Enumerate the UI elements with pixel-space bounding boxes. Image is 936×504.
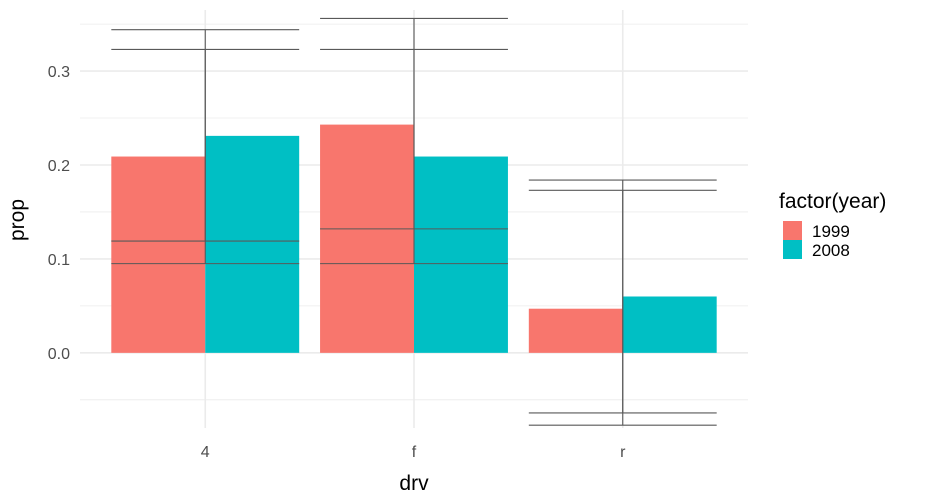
bar-2008-r: [622, 296, 717, 353]
y-tick-label-1: 0.1: [48, 252, 70, 269]
legend: factor(year) 1999 2008: [779, 190, 886, 260]
bar-2008-4: [205, 135, 300, 353]
y-tick-label-3: 0.3: [48, 64, 70, 81]
y-axis-ticks: 0.0 0.1 0.2 0.3: [48, 64, 70, 363]
x-axis-title: drv: [399, 472, 429, 495]
x-tick-label-4: 4: [201, 444, 210, 461]
bar-1999-f: [320, 124, 414, 353]
legend-label-2008: 2008: [812, 241, 850, 260]
x-axis-ticks: 4 f r: [201, 444, 626, 461]
x-tick-label-r: r: [620, 444, 626, 461]
x-tick-label-f: f: [412, 444, 417, 461]
error-bar-r-5: [528, 189, 717, 414]
bar-1999-r: [528, 308, 623, 353]
legend-title: factor(year): [779, 190, 886, 213]
error-bar-f-3: [320, 48, 508, 230]
y-axis-title: prop: [6, 199, 29, 241]
y-tick-label-0: 0.0: [48, 346, 70, 363]
legend-swatch-2008: [783, 240, 802, 259]
legend-label-1999: 1999: [812, 222, 850, 241]
error-bars: [111, 17, 717, 426]
y-tick-label-2: 0.2: [48, 158, 70, 175]
bar-1999-4: [111, 156, 206, 353]
legend-swatch-1999: [783, 221, 802, 240]
error-bar-4-1: [111, 48, 300, 242]
bars: [111, 124, 717, 353]
bar-2008-f: [414, 156, 508, 353]
